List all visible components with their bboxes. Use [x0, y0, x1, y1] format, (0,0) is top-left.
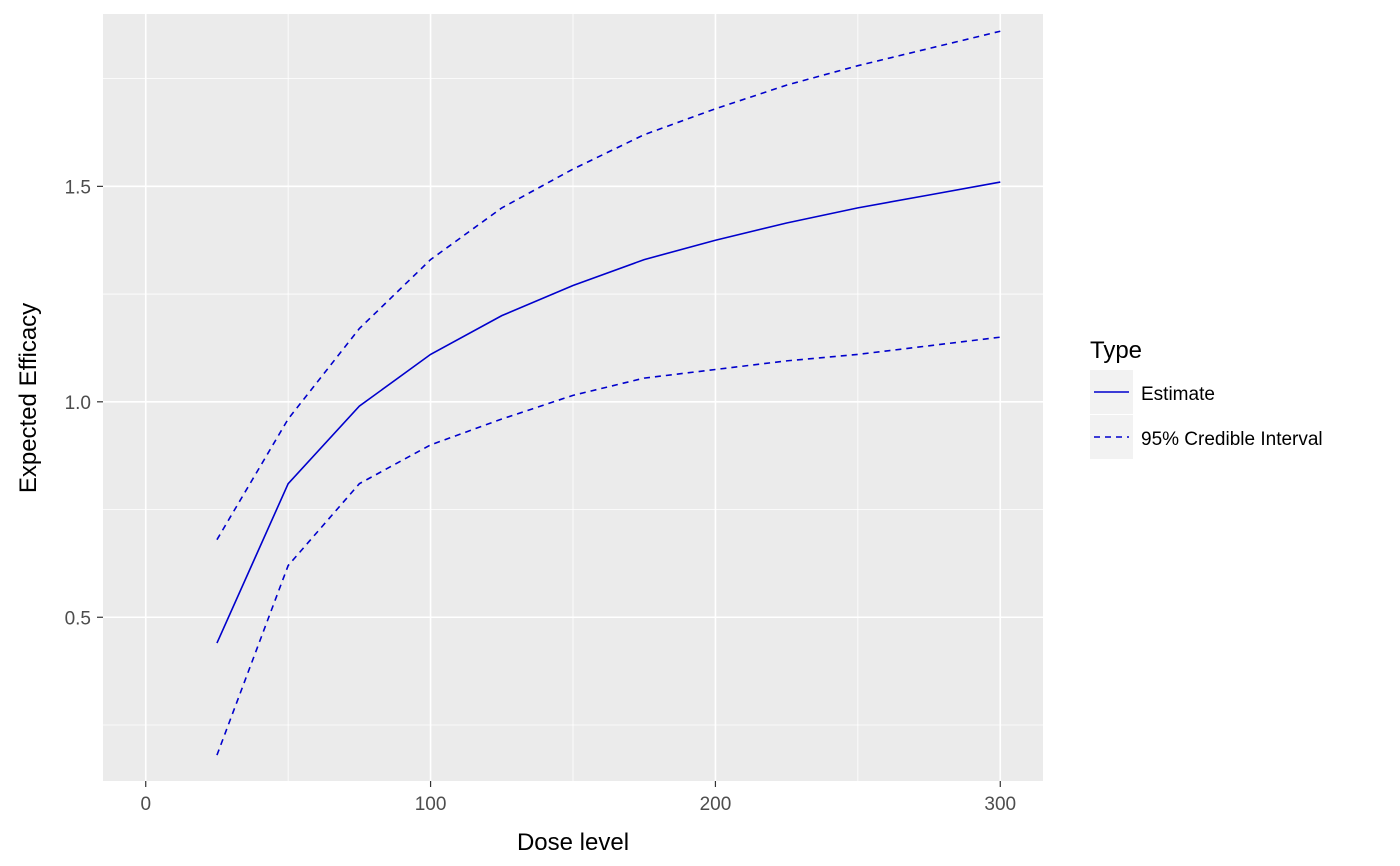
- series-lines: [216, 30, 1001, 756]
- x-tick-label: 300: [984, 794, 1016, 815]
- estimate-line: [216, 181, 1001, 644]
- y-tick-label: 1.5: [65, 177, 91, 198]
- credible-interval-upper-line: [216, 30, 1001, 541]
- major-gridlines: [103, 14, 1043, 781]
- y-axis-title: Expected Efficacy: [15, 303, 42, 493]
- legend-label-credible-interval: 95% Credible Interval: [1141, 429, 1323, 450]
- legend: Type Estimate 95% Credible Interval: [1090, 337, 1323, 459]
- x-axis: 0 100 200 300: [140, 781, 1016, 815]
- x-axis-title: Dose level: [517, 829, 629, 856]
- x-tick-label: 100: [415, 794, 447, 815]
- y-axis: 0.5 1.0 1.5: [65, 177, 103, 629]
- x-tick-label: 0: [140, 794, 151, 815]
- legend-title: Type: [1090, 337, 1142, 364]
- y-tick-label: 0.5: [65, 608, 91, 629]
- legend-label-estimate: Estimate: [1141, 384, 1215, 405]
- minor-gridlines: [103, 14, 1043, 781]
- y-tick-label: 1.0: [65, 393, 91, 414]
- x-tick-label: 200: [700, 794, 732, 815]
